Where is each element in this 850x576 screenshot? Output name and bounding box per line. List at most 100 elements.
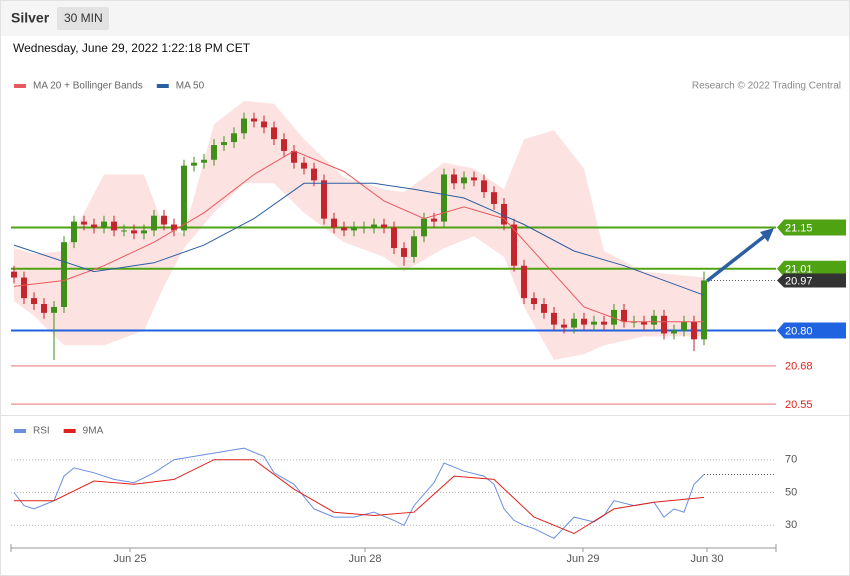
candle-body [71, 221, 77, 243]
candle-body [321, 180, 327, 219]
candle-body [681, 321, 687, 331]
candle-body [601, 321, 607, 325]
timeframe-box[interactable] [57, 7, 109, 30]
candle-body [91, 224, 97, 228]
line [13, 447, 705, 540]
candle-body [281, 139, 287, 151]
candle-body [641, 321, 647, 325]
candle-body [701, 280, 707, 340]
candle-body [591, 321, 597, 325]
candle-body [271, 127, 277, 140]
candle-body [421, 218, 427, 237]
legend-label: RSI [33, 426, 50, 437]
candle-body [261, 121, 267, 128]
level-label: 20.80 [785, 325, 813, 337]
candle-body [431, 218, 437, 222]
candle-body [511, 224, 517, 266]
x-tick-label: Jun 30 [690, 553, 723, 565]
candle-body [51, 306, 57, 313]
candle-body [131, 230, 137, 234]
y-tick-label: 30 [785, 519, 797, 531]
level-label: 21.01 [785, 264, 813, 276]
level-tag [777, 322, 846, 339]
candle-body [471, 177, 477, 181]
y-tick-label: 50 [785, 486, 797, 498]
candle-body [211, 145, 217, 160]
candle-body [141, 230, 147, 234]
candle-body [461, 177, 467, 184]
candle-body [201, 159, 207, 163]
candle-body [341, 227, 347, 231]
legend-label: MA 50 [176, 81, 205, 92]
x-tick-label: Jun 28 [348, 553, 381, 565]
candle-body [491, 192, 497, 204]
arrow-head [760, 228, 774, 242]
line [14, 459, 705, 535]
legend-label: 9MA [83, 426, 104, 437]
projection-arrow [705, 233, 768, 283]
candle-body [311, 168, 317, 181]
x-tick-label: Jun 25 [113, 553, 146, 565]
candle-body [621, 309, 627, 322]
header-bar [1, 1, 849, 36]
rsi-panel: 30 50 70 Jun 25 Jun 28 Jun 29 Jun 30 RSI 9MA [10, 426, 797, 565]
level-label: 20.55 [785, 399, 813, 411]
candle-body [231, 133, 237, 143]
candle-body [171, 224, 177, 231]
level-tag [777, 260, 846, 277]
candle-body [291, 150, 297, 163]
candle-body [611, 309, 617, 325]
bollinger-band [14, 100, 704, 361]
last-price-tag [777, 273, 846, 288]
candle-body [391, 227, 397, 249]
candle-body [301, 162, 307, 169]
candle-body [531, 298, 537, 305]
candle-body [401, 248, 407, 257]
candle-body [371, 224, 377, 228]
candle-body [671, 330, 677, 334]
candle-body [381, 224, 387, 228]
candle-body [571, 318, 577, 328]
legend-swatch [14, 429, 26, 433]
y-tick-label: 70 [785, 454, 797, 466]
candle-body [151, 215, 157, 231]
candle-body [191, 162, 197, 166]
source: Research © 2022 Trading Central [692, 81, 841, 92]
instrument: Silver [11, 10, 50, 26]
price-panel: 21.15 21.01 20.80 20.68 20.55 20.97 MA 20 + Bo… [11, 81, 846, 411]
candle-body [441, 174, 447, 222]
candle-body [111, 221, 117, 231]
candle-body [551, 312, 557, 325]
line [13, 150, 704, 323]
candle-body [331, 218, 337, 228]
line [13, 182, 705, 296]
candle-body [581, 318, 587, 325]
legend-swatch [63, 429, 76, 433]
candle-body [11, 271, 17, 278]
candle-body [541, 304, 547, 313]
candle-body [651, 315, 657, 325]
candle-body [691, 321, 697, 340]
level-label: 21.15 [785, 222, 813, 234]
candle-body [481, 180, 487, 193]
timeframe[interactable]: 30 MIN [64, 11, 103, 25]
x-tick-label: Jun 29 [566, 553, 599, 565]
candle-body [561, 324, 567, 328]
candle-body [61, 242, 67, 307]
candle-body [251, 118, 257, 122]
last-price-label: 20.97 [785, 275, 813, 287]
candle-body [181, 165, 187, 231]
candle-body [521, 265, 527, 299]
candle-body [351, 227, 357, 231]
candle-body [361, 227, 367, 229]
candle-body [661, 315, 667, 334]
legend-swatch [14, 84, 26, 88]
candle-body [81, 221, 87, 225]
candle-body [241, 118, 247, 134]
candle-body [161, 215, 167, 225]
candle-body [31, 298, 37, 305]
level-label: 20.68 [785, 361, 813, 373]
candle-body [41, 304, 47, 313]
candle-body [451, 174, 457, 184]
